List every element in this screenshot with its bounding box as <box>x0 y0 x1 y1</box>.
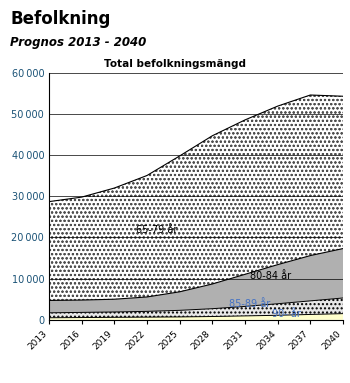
Text: Befolkning: Befolkning <box>10 10 111 28</box>
Text: Total befolkningsmängd: Total befolkningsmängd <box>104 59 246 69</box>
Text: 90- år: 90- år <box>272 309 301 319</box>
Text: 85-89 år: 85-89 år <box>229 299 270 309</box>
Text: 80-84 år: 80-84 år <box>251 271 292 281</box>
Text: Prognos 2013 - 2040: Prognos 2013 - 2040 <box>10 36 147 49</box>
Text: 65-79 år: 65-79 år <box>136 225 177 235</box>
